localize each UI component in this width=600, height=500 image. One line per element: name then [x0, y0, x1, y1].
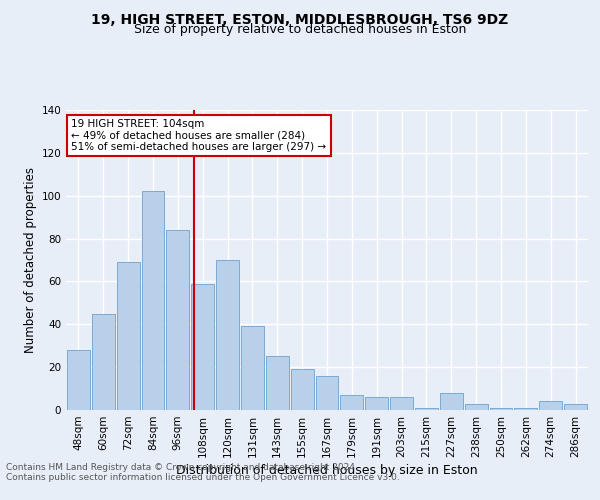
Bar [216, 260, 239, 410]
Bar [117, 262, 140, 410]
Bar [514, 408, 537, 410]
Text: 19, HIGH STREET, ESTON, MIDDLESBROUGH, TS6 9DZ: 19, HIGH STREET, ESTON, MIDDLESBROUGH, T… [91, 12, 509, 26]
Bar [365, 397, 388, 410]
Bar [142, 192, 164, 410]
Bar [291, 370, 314, 410]
Bar [241, 326, 264, 410]
Bar [465, 404, 488, 410]
X-axis label: Distribution of detached houses by size in Eston: Distribution of detached houses by size … [176, 464, 478, 477]
Bar [191, 284, 214, 410]
Bar [92, 314, 115, 410]
Bar [166, 230, 189, 410]
Text: Contains public sector information licensed under the Open Government Licence v3: Contains public sector information licen… [6, 472, 400, 482]
Bar [266, 356, 289, 410]
Text: 19 HIGH STREET: 104sqm
← 49% of detached houses are smaller (284)
51% of semi-de: 19 HIGH STREET: 104sqm ← 49% of detached… [71, 119, 326, 152]
Bar [67, 350, 90, 410]
Bar [316, 376, 338, 410]
Bar [390, 397, 413, 410]
Bar [415, 408, 438, 410]
Bar [490, 408, 512, 410]
Text: Size of property relative to detached houses in Eston: Size of property relative to detached ho… [134, 22, 466, 36]
Y-axis label: Number of detached properties: Number of detached properties [24, 167, 37, 353]
Text: Contains HM Land Registry data © Crown copyright and database right 2024.: Contains HM Land Registry data © Crown c… [6, 462, 358, 471]
Bar [564, 404, 587, 410]
Bar [440, 393, 463, 410]
Bar [340, 395, 363, 410]
Bar [539, 402, 562, 410]
